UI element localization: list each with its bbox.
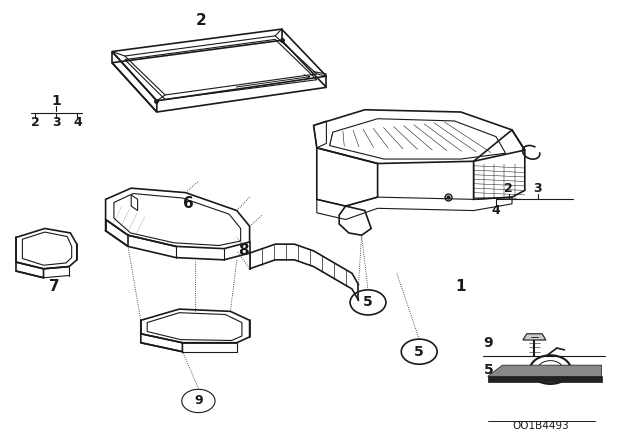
Text: 3: 3 (52, 116, 61, 129)
Text: 9: 9 (194, 394, 203, 408)
Text: 4: 4 (73, 116, 82, 129)
Polygon shape (523, 334, 546, 340)
Text: 2: 2 (196, 13, 207, 28)
Text: 4: 4 (492, 203, 500, 217)
Text: 5: 5 (363, 295, 373, 310)
Text: 2: 2 (31, 116, 40, 129)
Text: 9: 9 (483, 336, 493, 350)
Text: 5: 5 (414, 345, 424, 359)
Text: 1: 1 (51, 94, 61, 108)
Text: 2: 2 (504, 182, 513, 195)
Polygon shape (488, 376, 602, 382)
Text: 7: 7 (49, 279, 60, 294)
Polygon shape (488, 365, 602, 376)
Text: 6: 6 (184, 196, 194, 211)
Text: OO1B4493: OO1B4493 (513, 422, 569, 431)
Text: 8: 8 (238, 243, 248, 258)
Text: 5: 5 (483, 362, 493, 377)
Text: 1: 1 (456, 279, 466, 294)
Text: 3: 3 (533, 182, 542, 195)
